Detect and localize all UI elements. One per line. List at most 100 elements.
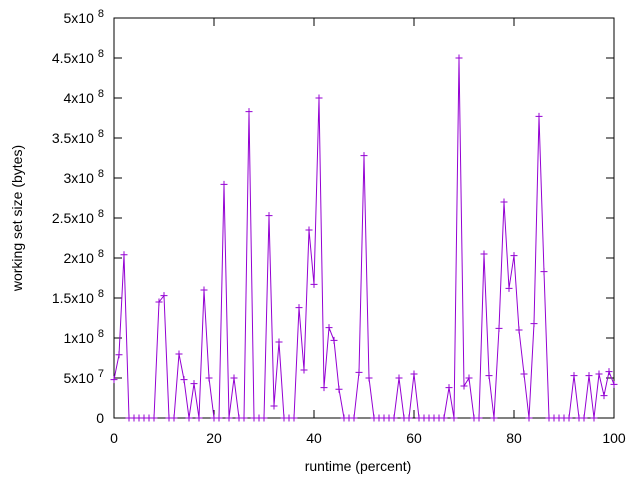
data-point <box>360 152 368 160</box>
data-point <box>495 324 503 332</box>
x-tick-label: 20 <box>206 430 222 446</box>
data-point <box>215 414 223 422</box>
data-point <box>170 414 178 422</box>
data-point <box>325 324 333 332</box>
y-tick-label-exponent: 8 <box>98 128 104 140</box>
y-tick-label: 5x10 7 <box>64 368 104 386</box>
y-tick-label: 2.5x10 8 <box>52 208 104 226</box>
data-point <box>410 370 418 378</box>
data-point <box>230 374 238 382</box>
data-point <box>245 108 253 116</box>
y-tick-label-base: 3x10 <box>64 170 95 186</box>
y-tick-label: 4.5x10 8 <box>52 48 104 66</box>
data-point <box>335 385 343 393</box>
data-point <box>490 414 498 422</box>
data-point <box>390 414 398 422</box>
data-point <box>225 414 233 422</box>
data-point <box>535 112 543 120</box>
data-point <box>605 368 613 376</box>
data-point <box>195 414 203 422</box>
data-point <box>350 414 358 422</box>
y-tick-label-base: 2.5x10 <box>52 210 94 226</box>
y-tick-label: 0 <box>96 410 104 426</box>
data-point <box>480 250 488 258</box>
data-point <box>520 370 528 378</box>
data-point <box>515 326 523 334</box>
data-point <box>525 414 533 422</box>
y-axis-label: working set size (bytes) <box>9 145 25 292</box>
data-point <box>300 366 308 374</box>
data-point <box>260 414 268 422</box>
data-point <box>465 374 473 382</box>
y-tick-label: 3.5x10 8 <box>52 128 104 146</box>
y-tick-label: 5x10 8 <box>64 8 104 26</box>
data-point <box>580 414 588 422</box>
y-tick-label: 1.5x10 8 <box>52 288 104 306</box>
y-tick-label-base: 5x10 <box>64 10 95 26</box>
data-point <box>405 414 413 422</box>
x-tick-label: 0 <box>110 430 118 446</box>
y-tick-label-exponent: 8 <box>98 8 104 20</box>
x-axis-label: runtime (percent) <box>305 458 412 474</box>
data-point <box>320 384 328 392</box>
data-point <box>590 414 598 422</box>
data-point <box>120 251 128 259</box>
data-point <box>290 414 298 422</box>
data-point <box>570 372 578 380</box>
data-point <box>155 298 163 306</box>
data-point <box>475 414 483 422</box>
data-point <box>305 226 313 234</box>
x-tick-label: 60 <box>406 430 422 446</box>
data-point <box>115 351 123 359</box>
data-point <box>270 402 278 410</box>
data-point <box>295 304 303 312</box>
data-point <box>445 384 453 392</box>
data-point <box>330 336 338 344</box>
y-tick-label: 4x10 8 <box>64 88 104 106</box>
plot-frame <box>113 17 615 419</box>
data-point <box>220 180 228 188</box>
data-point <box>190 380 198 388</box>
data-point <box>110 376 118 384</box>
x-tick-label: 80 <box>506 430 522 446</box>
data-point <box>365 374 373 382</box>
data-point <box>200 286 208 294</box>
data-point <box>585 372 593 380</box>
y-tick-label-exponent: 8 <box>98 208 104 220</box>
data-point <box>240 414 248 422</box>
data-point <box>510 252 518 260</box>
data-point <box>540 268 548 276</box>
x-tick-label: 100 <box>602 430 626 446</box>
y-tick-label-exponent: 7 <box>98 368 104 380</box>
data-point <box>505 284 513 292</box>
y-tick-label: 1x10 8 <box>64 328 104 346</box>
data-point <box>180 376 188 384</box>
data-point <box>265 212 273 220</box>
y-tick-label-base: 5x10 <box>64 370 95 386</box>
data-point <box>440 414 448 422</box>
data-point <box>175 350 183 358</box>
x-tick-label: 40 <box>306 430 322 446</box>
y-tick-label-base: 1x10 <box>64 330 95 346</box>
y-tick-label: 2x10 8 <box>64 248 104 266</box>
y-tick-label-base: 4x10 <box>64 90 95 106</box>
y-tick-label-base: 3.5x10 <box>52 130 94 146</box>
data-point <box>185 414 193 422</box>
data-point <box>450 414 458 422</box>
y-tick-label-exponent: 8 <box>98 48 104 60</box>
y-tick-label-base: 1.5x10 <box>52 290 94 306</box>
y-tick-label-exponent: 8 <box>98 248 104 260</box>
y-tick-label-exponent: 8 <box>98 288 104 300</box>
data-point <box>610 380 618 388</box>
data-point <box>500 198 508 206</box>
data-point <box>205 374 213 382</box>
y-tick-label-exponent: 8 <box>98 88 104 100</box>
data-point <box>395 374 403 382</box>
y-tick-label-base: 4.5x10 <box>52 50 94 66</box>
data-point <box>460 382 468 390</box>
data-point <box>310 280 318 288</box>
data-point <box>530 320 538 328</box>
data-point <box>600 392 608 400</box>
